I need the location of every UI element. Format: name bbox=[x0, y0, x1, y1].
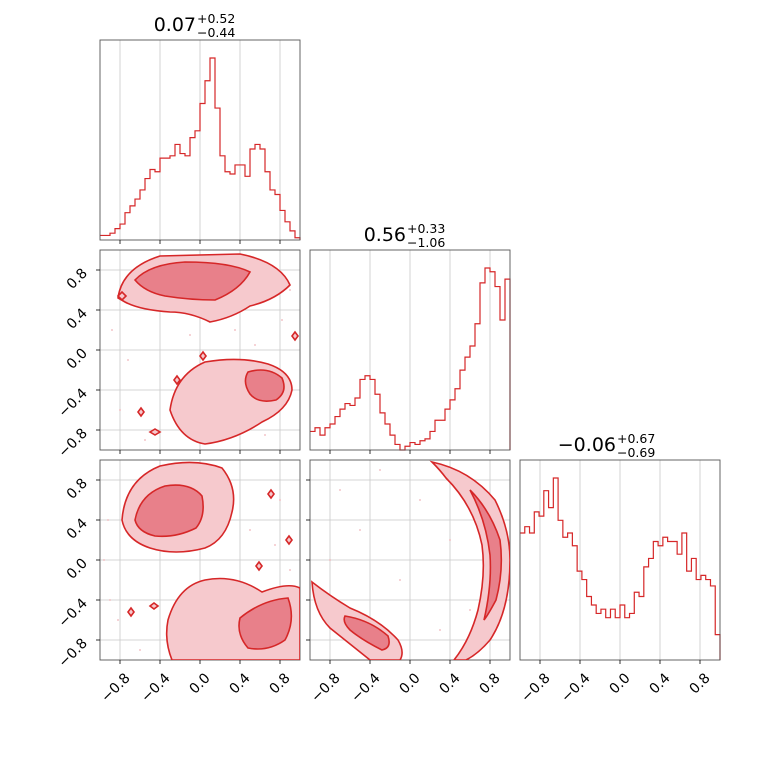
title-upper-error: +0.67 bbox=[617, 431, 655, 446]
contour-arc-right-inner bbox=[469, 489, 503, 621]
x-tick-label: 0.4 bbox=[647, 670, 674, 697]
y-tick-label: 0.0 bbox=[64, 556, 91, 583]
x-tick-label: 0.0 bbox=[397, 670, 424, 697]
contour-region-upper-inner bbox=[134, 484, 204, 538]
panel-hist-p2: 0.56 +0.33−1.06 bbox=[309, 221, 511, 454]
y-tick-label: −0.4 bbox=[55, 385, 90, 420]
y-tick-label: −0.8 bbox=[55, 426, 90, 461]
title-upper-error: +0.52 bbox=[197, 11, 235, 26]
x-tick-label: −0.4 bbox=[138, 670, 173, 705]
contour-region-lower-inner bbox=[238, 597, 293, 650]
samples-scatter bbox=[111, 289, 291, 441]
contour-speck bbox=[199, 350, 207, 362]
x-tick-label: 0.8 bbox=[687, 670, 714, 697]
contour-speck bbox=[291, 330, 299, 342]
density-panel-p1-vs-p2 bbox=[111, 253, 299, 445]
x-tick-label: −0.8 bbox=[98, 670, 133, 705]
histogram-line bbox=[310, 267, 511, 451]
title-upper-error: +0.33 bbox=[407, 221, 445, 236]
y-tick-label: 0.8 bbox=[64, 266, 91, 293]
x-tick-label: 0.8 bbox=[267, 670, 294, 697]
x-tick-label: −0.4 bbox=[348, 670, 383, 705]
contour-region-upper-inner bbox=[133, 261, 252, 301]
x-tick-label: 0.0 bbox=[187, 670, 214, 697]
y-tick-label: 0.4 bbox=[64, 305, 91, 332]
density-panel-p2-vs-p3 bbox=[311, 460, 510, 660]
contour-speck bbox=[148, 428, 162, 436]
title-lower-error: −0.69 bbox=[617, 445, 655, 460]
contour-speck bbox=[255, 560, 263, 572]
contour-speck bbox=[267, 488, 275, 500]
panel-hist-p3: −0.06 +0.67−0.69 −0.8 −0.4 0.0 0.4 0.8 bbox=[518, 431, 721, 706]
x-tick-label: 0.4 bbox=[437, 670, 464, 697]
panel-title: −0.06 bbox=[558, 434, 616, 456]
contour-speck bbox=[116, 290, 128, 302]
contour-speck bbox=[148, 602, 160, 610]
y-tick-label: −0.4 bbox=[55, 595, 90, 630]
title-lower-error: −1.06 bbox=[407, 235, 445, 250]
contour-blob-lower-left-inner bbox=[343, 615, 390, 651]
histogram-line bbox=[100, 57, 301, 240]
x-tick-label: −0.8 bbox=[308, 670, 343, 705]
y-tick-label: 0.0 bbox=[64, 346, 91, 373]
panel-title: 0.07 bbox=[154, 14, 196, 36]
contour-speck bbox=[285, 534, 293, 546]
x-tick-label: 0.8 bbox=[477, 670, 504, 697]
contour-speck bbox=[137, 406, 145, 418]
density-panel-p1-vs-p3 bbox=[103, 461, 300, 660]
x-tick-label: −0.4 bbox=[558, 670, 593, 705]
panel-hist-p1: 0.07 +0.52−0.44 bbox=[99, 11, 301, 244]
y-tick-label: 0.4 bbox=[64, 515, 91, 542]
y-tick-label: 0.8 bbox=[64, 476, 91, 503]
x-tick-label: 0.0 bbox=[607, 670, 634, 697]
x-tick-label: 0.4 bbox=[227, 670, 254, 697]
contour-speck bbox=[127, 606, 135, 618]
histogram-line bbox=[520, 477, 721, 660]
x-tick-label: −0.8 bbox=[518, 670, 553, 705]
contour-speck bbox=[173, 374, 181, 386]
panel-title: 0.56 bbox=[364, 224, 406, 246]
y-tick-label: −0.8 bbox=[55, 636, 90, 671]
contour-region-lower-inner bbox=[244, 369, 285, 402]
title-lower-error: −0.44 bbox=[197, 25, 235, 40]
